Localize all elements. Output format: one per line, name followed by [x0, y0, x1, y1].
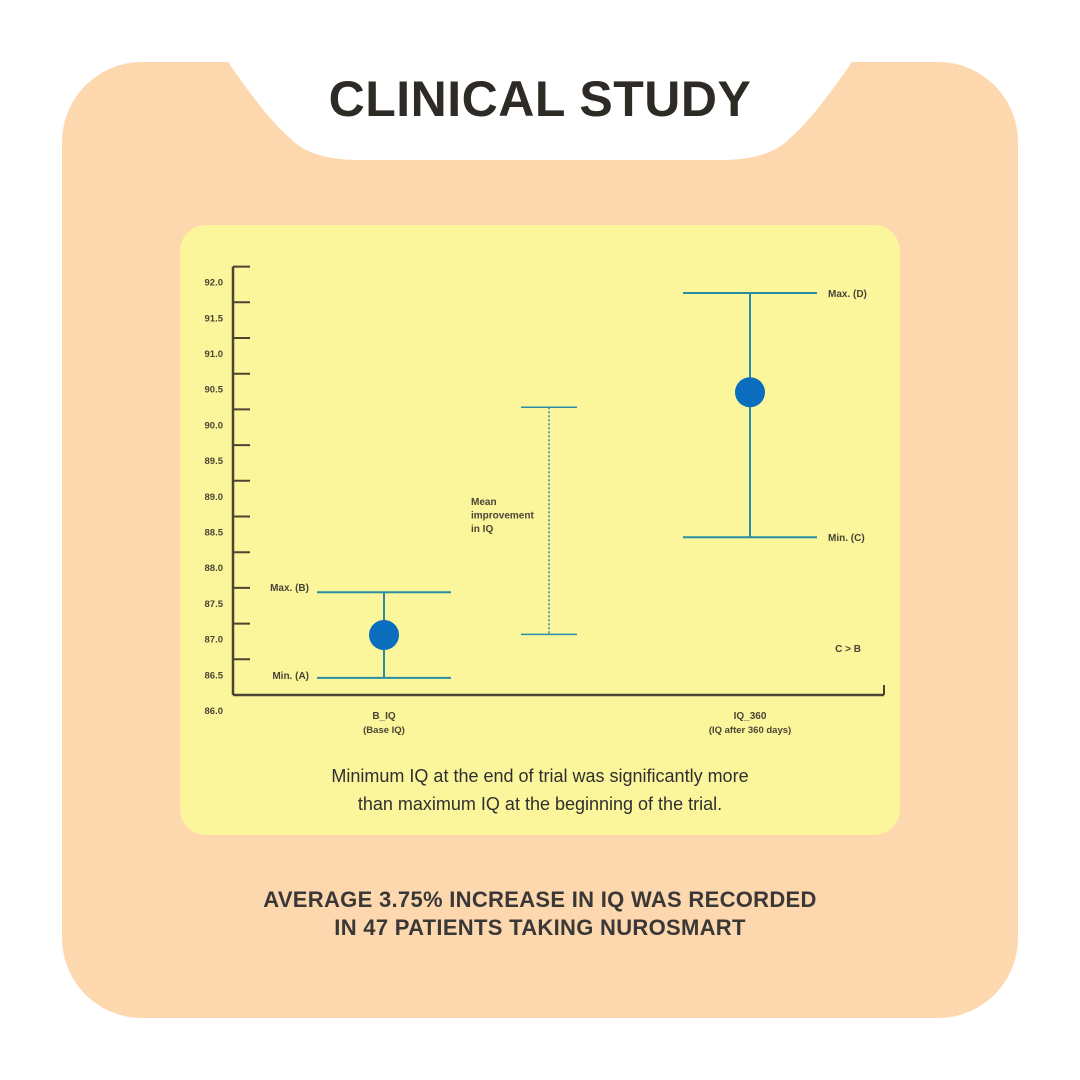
- mean-point: [369, 620, 399, 651]
- improvement-label: Mean: [471, 497, 497, 508]
- y-tick-label: 90.5: [205, 385, 224, 396]
- x-category-label: IQ_360: [734, 711, 767, 722]
- caption-line-1: Minimum IQ at the end of trial was signi…: [331, 766, 749, 786]
- summary-line-2: IN 47 PATIENTS TAKING NUROSMART: [334, 915, 746, 940]
- y-tick-label: 90.0: [205, 420, 224, 431]
- max-label: Max. (B): [270, 583, 309, 594]
- y-tick-label: 87.0: [205, 635, 224, 646]
- y-tick-label: 86.5: [205, 670, 224, 681]
- chart-caption: Minimum IQ at the end of trial was signi…: [180, 762, 900, 818]
- x-category-sublabel: (IQ after 360 days): [709, 725, 791, 736]
- y-tick-label: 88.0: [205, 563, 224, 574]
- improvement-label: in IQ: [471, 524, 493, 535]
- min-label: Min. (A): [272, 671, 309, 682]
- caption-line-2: than maximum IQ at the beginning of the …: [357, 794, 723, 814]
- page-title: CLINICAL STUDY: [328, 71, 752, 127]
- y-tick-label: 87.5: [205, 599, 224, 610]
- max-label: Max. (D): [828, 289, 867, 300]
- min-label: Min. (C): [828, 533, 865, 544]
- y-tick-label: 92.0: [205, 278, 224, 289]
- x-category-label: B_IQ: [372, 711, 396, 722]
- x-category-sublabel: (Base IQ): [363, 725, 405, 736]
- comparison-annotation: C > B: [835, 644, 861, 655]
- y-tick-label: 91.0: [205, 349, 224, 360]
- title-tab: [228, 62, 852, 160]
- summary-text: AVERAGE 3.75% INCREASE IN IQ WAS RECORDE…: [0, 886, 1080, 942]
- improvement-label: improvement: [471, 511, 534, 522]
- y-tick-label: 89.5: [205, 456, 224, 467]
- y-tick-label: 91.5: [205, 313, 224, 324]
- y-tick-label: 89.0: [205, 492, 224, 503]
- mean-point: [735, 377, 765, 408]
- y-tick-label: 86.0: [205, 706, 224, 717]
- y-tick-label: 88.5: [205, 528, 224, 539]
- chart-panel: [180, 225, 900, 835]
- summary-line-1: AVERAGE 3.75% INCREASE IN IQ WAS RECORDE…: [263, 887, 817, 912]
